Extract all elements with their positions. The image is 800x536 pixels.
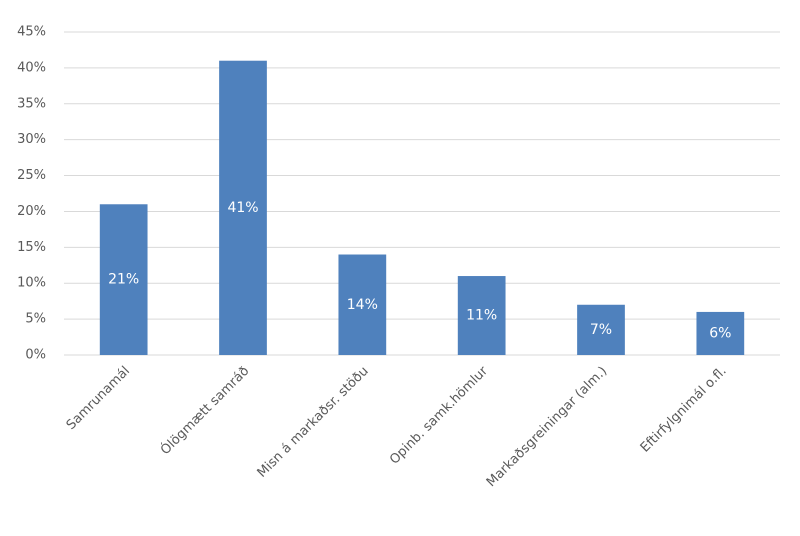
y-tick-label: 10% xyxy=(17,276,46,291)
y-tick-label: 5% xyxy=(25,312,46,327)
bar xyxy=(338,254,387,355)
data-label: 14% xyxy=(347,297,378,313)
x-tick-label: Misn á markaðsr. stöðu xyxy=(255,364,372,481)
x-tick-label: Opinb. samk.hömlur xyxy=(387,363,491,467)
y-tick-label: 25% xyxy=(17,168,46,183)
bar xyxy=(219,60,267,355)
y-tick-label: 0% xyxy=(25,348,46,363)
x-tick-label: Samrunamál xyxy=(64,364,133,433)
data-label: 7% xyxy=(590,322,612,338)
bar xyxy=(696,311,745,355)
x-tick-label: Ólögmætt samráð xyxy=(157,363,252,458)
x-tick-label: Markaðsgreiningar (alm.) xyxy=(484,364,610,490)
y-tick-label: 45% xyxy=(17,25,46,40)
data-label: 21% xyxy=(108,272,139,288)
bar xyxy=(577,304,625,355)
y-tick-label: 40% xyxy=(17,60,46,75)
x-tick-label: Eftirfylgnimál o.fl. xyxy=(638,364,730,456)
y-tick-label: 30% xyxy=(17,132,46,147)
data-label: 6% xyxy=(709,325,731,341)
bar xyxy=(99,204,148,355)
y-tick-label: 15% xyxy=(17,240,46,255)
bar xyxy=(457,276,506,355)
y-tick-label: 35% xyxy=(17,96,46,111)
data-label: 41% xyxy=(227,200,258,216)
data-label: 11% xyxy=(466,308,497,324)
y-tick-label: 20% xyxy=(17,204,46,219)
